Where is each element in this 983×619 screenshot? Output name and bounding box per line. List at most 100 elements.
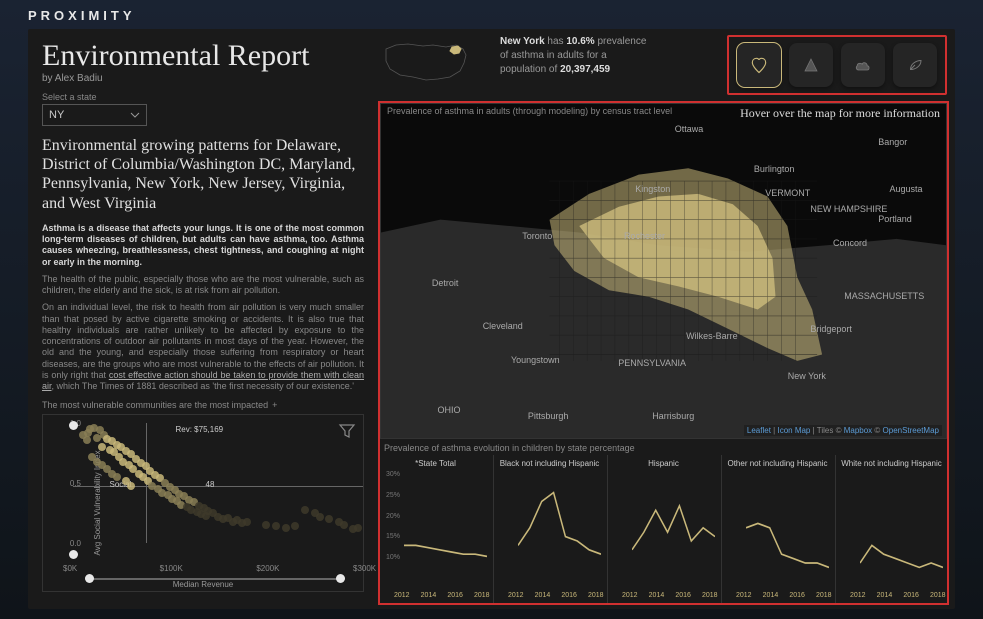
viz-frame: Prevalence of asthma in adults (through … [378,101,949,605]
sm-xtick: 2012 [508,592,524,599]
map-city-label: Youngstown [511,355,560,365]
sm-xtick: 2012 [850,592,866,599]
scatter-point [282,524,290,532]
map-city-label: PENNSYLVANIA [618,358,686,368]
map-city-label: Bangor [878,137,907,147]
sm-xtick: 2012 [394,592,410,599]
small-multiples: Prevalence of asthma evolution in childr… [380,441,947,603]
map-city-label: Rochester [624,231,665,241]
sm-xtick: 2014 [535,592,551,599]
map-city-label: Harrisburg [652,411,694,421]
sm-xtick: 2018 [816,592,832,599]
chevron-down-icon [130,109,140,121]
choropleth-map[interactable]: Prevalence of asthma in adults (through … [380,103,947,439]
sm-panel-title: White not including Hispanic [836,459,947,468]
brand-logo: PROXIMITY [28,8,955,23]
sm-xtick: 2018 [930,592,946,599]
metric-cloud-button[interactable] [841,43,885,87]
sm-panel: White not including Hispanic 2012 2014 201… [835,455,947,603]
scatter-point [316,513,324,521]
metric-triangle-button[interactable] [789,43,833,87]
map-city-label: VERMONT [765,188,810,198]
sm-xtick: 2016 [789,592,805,599]
sm-panel: Black not including Hispanic 2012 2014 201… [493,455,605,603]
page-title: Environmental Report [42,41,364,71]
mapbox-link[interactable]: Mapbox [844,426,872,435]
sm-xtick: 2018 [588,592,604,599]
state-blurb: New York has 10.6% prevalence of asthma … [500,35,650,95]
sm-xtick: 2014 [763,592,779,599]
scatter-point [262,521,270,529]
map-city-label: Portland [878,214,912,224]
scatter-point [83,436,91,444]
sm-xtick: 2018 [702,592,718,599]
sm-xtick: 2012 [622,592,638,599]
intro-p2: On an individual level, the risk to heal… [42,302,364,392]
sm-panel-title: Other not including Hispanic [722,459,833,468]
sm-row: *State Total 10%15%20%25%30%201220142016… [380,455,947,603]
map-city-label: Concord [833,238,867,248]
map-city-label: Bridgeport [810,324,852,334]
state-select[interactable]: NY [42,104,147,126]
sm-xtick: 2018 [474,592,490,599]
sm-xtick: 2014 [649,592,665,599]
iconmap-link[interactable]: Icon Map [777,426,810,435]
top-row: New York has 10.6% prevalence of asthma … [378,35,949,95]
map-city-label: OHIO [438,405,461,415]
map-city-label: NEW HAMPSHIRE [810,204,887,214]
state-select-value: NY [49,109,64,121]
scatter-point [325,515,333,523]
map-city-label: Ottawa [675,124,704,134]
map-city-label: Detroit [432,278,459,288]
author: by Alex Badiu [42,73,364,84]
sm-xtick: 2012 [736,592,752,599]
y-slider-min[interactable] [69,550,78,559]
sm-xtick: 2016 [561,592,577,599]
leaflet-link[interactable]: Leaflet [747,426,771,435]
scatter-chart[interactable]: Avg Social Vulnerability Index Median Re… [42,414,364,592]
scatter-header: The most vulnerable communities are the … [42,400,364,410]
metric-selector [727,35,947,95]
x-slider-track[interactable] [85,578,345,580]
sm-xtick: 2014 [877,592,893,599]
plus-icon[interactable]: + [272,400,277,410]
scatter-point [291,522,299,530]
sm-panel-title: Hispanic [608,459,719,468]
sm-panel: Hispanic 2012201420162018 [607,455,719,603]
map-city-label: Pittsburgh [528,411,569,421]
map-city-label: New York [788,371,826,381]
sm-xtick: 2014 [421,592,437,599]
sm-panel: Other not including Hispanic 2012 2014 201… [721,455,833,603]
map-canvas[interactable]: OttawaBangorBurlingtonVERMONTAugustaKing… [381,104,946,438]
map-attribution: Leaflet | Icon Map | Tiles © Mapbox © Op… [744,425,942,436]
map-city-label: Augusta [890,184,923,194]
map-city-label: Cleveland [483,321,523,331]
map-header: Prevalence of asthma in adults (through … [387,106,672,116]
metric-leaf-button[interactable] [893,43,937,87]
map-city-label: Kingston [635,184,670,194]
intro-bold: Asthma is a disease that affects your lu… [42,223,364,268]
scatter-point [272,522,280,530]
sm-panel-title: Black not including Hispanic [494,459,605,468]
scatter-point [243,518,251,526]
state-select-label: Select a state [42,92,364,102]
dashboard: Environmental Report by Alex Badiu Selec… [28,29,955,609]
left-panel: Environmental Report by Alex Badiu Selec… [28,29,378,609]
subtitle: Environmental growing patterns for Delaw… [42,136,364,213]
right-panel: New York has 10.6% prevalence of asthma … [378,29,955,609]
sm-header: Prevalence of asthma evolution in childr… [380,441,947,455]
sm-panel-title: *State Total [380,459,491,468]
sm-xtick: 2016 [447,592,463,599]
x-slider-max[interactable] [336,574,345,583]
scatter-canvas: Rev: $75,169Social48 [73,423,363,543]
sm-xtick: 2016 [903,592,919,599]
map-hint: Hover over the map for more information [740,106,940,121]
metric-asthma-button[interactable] [737,43,781,87]
osm-link[interactable]: OpenStreetMap [883,426,939,435]
scatter-point [127,482,135,490]
scatter-point [93,434,101,442]
x-slider-min[interactable] [85,574,94,583]
scatter-point [335,518,343,526]
map-city-label: Toronto [522,231,552,241]
scatter-point [98,443,106,451]
